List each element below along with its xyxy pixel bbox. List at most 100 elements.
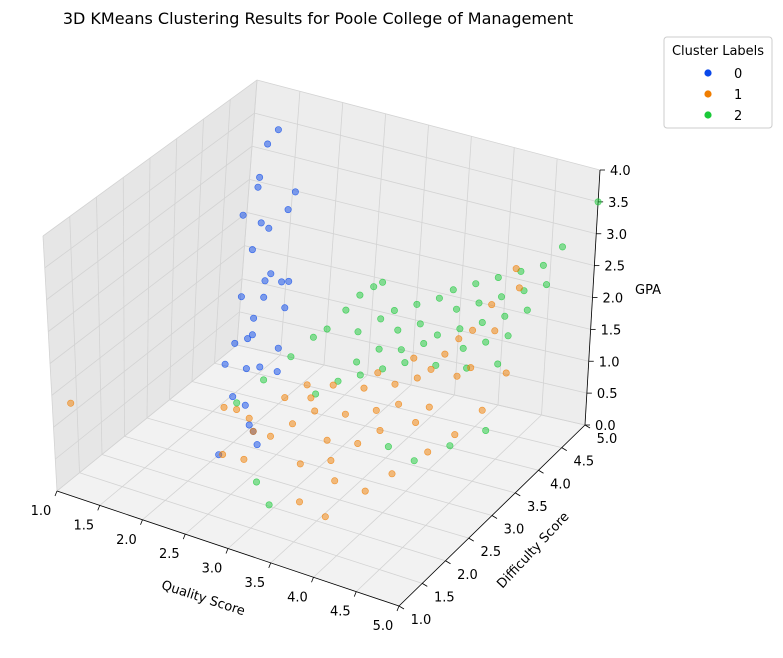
z-tick-label: 1.5	[601, 323, 622, 338]
data-point-cluster-2	[334, 377, 342, 385]
data-point-cluster-2	[233, 399, 241, 407]
data-point-cluster-2	[452, 305, 460, 313]
data-point-cluster-2	[501, 312, 509, 320]
data-point-cluster-1	[307, 394, 315, 402]
data-point-cluster-2	[356, 291, 364, 299]
data-point-cluster-2	[356, 371, 364, 379]
x-axis-label: Quality Score	[159, 578, 246, 619]
y-tick-label-mark	[398, 605, 405, 610]
z-tick-label: 1.0	[599, 355, 620, 370]
legend-label-1: 1	[734, 88, 742, 103]
data-point-cluster-0	[248, 331, 256, 339]
legend: Cluster Labels 0 1 2	[663, 36, 773, 129]
data-point-cluster-0	[274, 126, 282, 134]
x-tick-label-mark	[225, 548, 229, 554]
grid-line-z-left	[42, 79, 258, 237]
data-point-cluster-2	[472, 280, 480, 288]
data-point-cluster-0	[254, 183, 262, 191]
grid-line-z-left	[56, 344, 238, 492]
z-tick-label: 3.5	[608, 196, 629, 211]
grid-line-y-floor	[191, 381, 539, 471]
data-point-cluster-1	[361, 487, 369, 495]
data-point-cluster-1	[427, 365, 435, 373]
data-point-cluster-1	[295, 498, 303, 506]
legend-label-2: 2	[734, 109, 742, 124]
data-point-cluster-1	[515, 284, 523, 292]
x-tick-label: 5.0	[373, 619, 394, 634]
grid-line-y-floor	[124, 435, 469, 539]
x-tick-label: 2.0	[116, 533, 137, 548]
data-point-cluster-1	[341, 410, 349, 418]
data-point-cluster-1	[249, 427, 257, 435]
grid-line-z-left	[44, 112, 255, 269]
data-point-cluster-0	[250, 314, 258, 322]
grid-line-y-floor	[79, 472, 423, 584]
y-tick-label: 3.5	[527, 500, 548, 515]
data-point-cluster-1	[296, 460, 304, 468]
data-point-cluster-2	[478, 318, 486, 326]
data-point-cluster-2	[494, 273, 502, 281]
y-tick-label-mark	[538, 469, 544, 474]
data-point-cluster-0	[264, 140, 272, 148]
data-point-cluster-2	[446, 442, 454, 450]
legend-title: Cluster Labels	[672, 44, 764, 59]
data-point-cluster-2	[413, 300, 421, 308]
data-point-cluster-0	[260, 293, 268, 301]
data-point-cluster-1	[374, 369, 382, 377]
data-point-cluster-0	[265, 224, 273, 232]
y-tick-label: 4.5	[573, 455, 594, 470]
grid-line-z-left	[49, 212, 248, 364]
data-point-cluster-2	[265, 501, 273, 509]
data-point-cluster-1	[512, 265, 520, 273]
data-point-cluster-1	[67, 399, 75, 407]
data-point-cluster-2	[420, 339, 428, 347]
data-point-cluster-2	[375, 345, 383, 353]
data-point-cluster-0	[273, 368, 281, 376]
data-point-cluster-0	[281, 304, 289, 312]
grid-line-z-left	[55, 311, 240, 460]
grid-line-z-back	[249, 178, 595, 267]
data-point-cluster-1	[391, 380, 399, 388]
x-tick-label-mark	[97, 505, 101, 511]
y-tick-label-mark	[422, 583, 428, 587]
data-point-cluster-0	[267, 270, 275, 278]
grid-line-z-back	[244, 245, 591, 330]
y-tick-label-mark	[515, 492, 521, 497]
data-point-cluster-1	[451, 431, 459, 439]
data-point-cluster-1	[266, 432, 274, 440]
y-tick-label-mark	[561, 447, 567, 451]
data-point-cluster-2	[497, 293, 505, 301]
legend-marker-0	[704, 69, 712, 77]
grid-line-z-back	[246, 212, 593, 298]
y-tick-label: 4.0	[550, 477, 571, 492]
data-point-cluster-2	[539, 261, 547, 269]
data-point-cluster-2	[482, 338, 490, 346]
data-point-cluster-0	[248, 246, 256, 254]
grid-line-z-back	[256, 79, 601, 171]
data-point-cluster-1	[424, 448, 432, 456]
data-point-cluster-0	[239, 211, 247, 219]
grid-line-z-left	[51, 245, 245, 396]
data-point-cluster-1	[491, 327, 499, 335]
data-point-cluster-2	[435, 294, 443, 302]
data-point-cluster-1	[327, 456, 335, 464]
data-point-cluster-0	[278, 278, 286, 286]
floor-pane	[57, 345, 585, 606]
data-point-cluster-1	[303, 381, 311, 389]
data-point-cluster-1	[220, 403, 228, 411]
data-point-cluster-1	[233, 405, 241, 413]
y-tick-label: 2.5	[480, 545, 501, 560]
data-point-cluster-2	[542, 281, 550, 289]
grid-line-z-back	[241, 278, 589, 362]
z-tick-label: 3.0	[606, 228, 627, 243]
data-point-cluster-1	[502, 369, 510, 377]
data-point-cluster-2	[482, 426, 490, 434]
data-point-cluster-2	[342, 306, 350, 314]
data-point-cluster-2	[379, 365, 387, 373]
y-tick-label: 1.5	[434, 590, 455, 605]
data-point-cluster-2	[287, 353, 295, 361]
data-point-cluster-1	[413, 374, 421, 382]
data-point-cluster-1	[425, 403, 433, 411]
z-tick-label: 0.5	[597, 387, 618, 402]
z-tick-label: 2.5	[604, 260, 625, 275]
